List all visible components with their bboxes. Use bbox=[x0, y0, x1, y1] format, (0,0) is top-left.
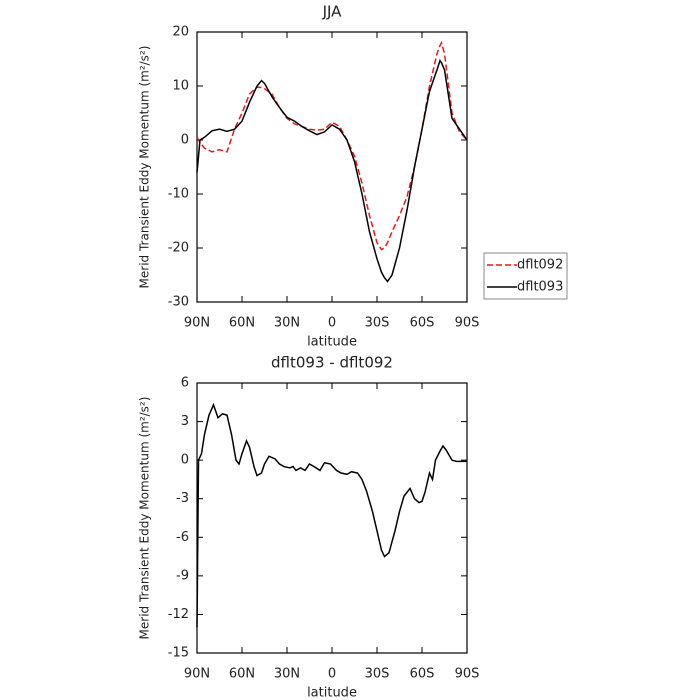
y-tick-label: 3 bbox=[181, 414, 189, 429]
chart-title: dflt093 - dflt092 bbox=[271, 354, 393, 372]
y-tick-label: 10 bbox=[172, 79, 189, 94]
y-tick-label: -12 bbox=[168, 607, 189, 622]
chart-title: JJA bbox=[322, 3, 343, 21]
x-axis-label: latitude bbox=[307, 335, 357, 350]
legend-box bbox=[483, 252, 568, 300]
y-tick-label: 0 bbox=[181, 133, 189, 148]
y-tick-label: -9 bbox=[176, 568, 189, 583]
y-tick-label: -10 bbox=[168, 187, 189, 202]
data-line bbox=[196, 40, 468, 251]
y-axis-label: Merid Transient Eddy Momentum (m²/s²) bbox=[138, 46, 152, 289]
plot-frame bbox=[196, 31, 468, 303]
x-tick-label: 60N bbox=[229, 667, 255, 682]
y-tick-label: -20 bbox=[168, 241, 189, 256]
data-line bbox=[196, 58, 468, 283]
x-tick-label: 30S bbox=[365, 316, 390, 331]
x-tick-label: 60N bbox=[229, 316, 255, 331]
y-tick-label: -6 bbox=[176, 530, 189, 545]
y-axis-label: Merid Transient Eddy Momentum (m²/s²) bbox=[138, 397, 152, 640]
y-tick-label: 20 bbox=[172, 25, 189, 40]
x-tick-label: 90S bbox=[455, 667, 480, 682]
plot-frame bbox=[196, 382, 468, 654]
y-tick-label: -30 bbox=[168, 295, 189, 310]
x-tick-label: 30S bbox=[365, 667, 390, 682]
x-axis-label: latitude bbox=[307, 686, 357, 700]
x-tick-label: 0 bbox=[328, 667, 336, 682]
y-tick-label: -15 bbox=[168, 646, 189, 661]
x-tick-label: 0 bbox=[328, 316, 336, 331]
x-tick-label: 90N bbox=[184, 667, 210, 682]
x-tick-label: 90N bbox=[184, 316, 210, 331]
y-tick-label: 0 bbox=[181, 453, 189, 468]
x-tick-label: 60S bbox=[410, 316, 435, 331]
x-tick-label: 60S bbox=[410, 667, 435, 682]
x-tick-label: 30N bbox=[274, 316, 300, 331]
x-tick-label: 30N bbox=[274, 667, 300, 682]
data-line bbox=[196, 402, 467, 628]
y-tick-label: -3 bbox=[176, 491, 189, 506]
legend-label: dflt092 bbox=[517, 258, 563, 273]
x-tick-label: 90S bbox=[455, 316, 480, 331]
y-tick-label: 6 bbox=[181, 376, 189, 391]
legend-label: dflt093 bbox=[517, 280, 563, 295]
